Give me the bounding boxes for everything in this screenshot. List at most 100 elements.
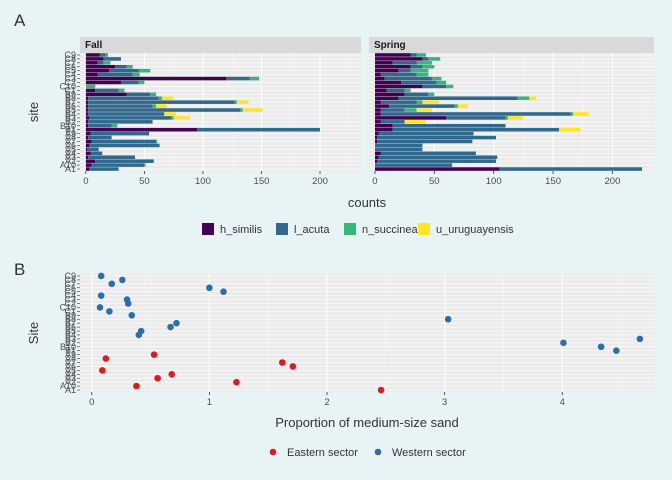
bar-spring-A10-h-similis — [374, 131, 379, 136]
bar-fall-B2-n-succinea — [111, 123, 118, 128]
facet-strip — [80, 37, 361, 53]
bar-spring-B8-n-succinea — [416, 100, 423, 104]
point-C6-western — [220, 288, 227, 296]
bar-spring-B4-h-similis — [374, 116, 447, 120]
bar-spring-C9-h-similis — [374, 57, 423, 61]
bar-spring-A8-h-similis — [374, 139, 378, 144]
point-B1-western — [613, 347, 620, 355]
bar-spring-B3-h-similis — [374, 120, 381, 124]
point-A6-eastern — [99, 367, 106, 374]
y-axis-title: site — [26, 102, 41, 122]
bar-fall-B10-n-succinea — [150, 92, 157, 97]
x-tick-label: 50 — [429, 176, 440, 187]
bar-fall-C3-l-acuta — [120, 80, 139, 85]
y-tick-label: B1 — [65, 125, 76, 135]
bar-fall-C7-n-succinea — [126, 64, 133, 69]
x-tick-label: 150 — [545, 176, 561, 187]
point-A3-eastern — [233, 378, 240, 386]
bar-spring-B10-h-similis — [374, 92, 405, 97]
bar-fall-B7-n-succinea — [152, 104, 157, 108]
bar-fall-C3-h-similis — [85, 80, 121, 85]
y-tick-label: A5 — [65, 144, 76, 154]
y-tick-label: B8 — [65, 93, 76, 103]
y-tick-label: C5 — [64, 66, 76, 76]
bar-fall-C9-l-acuta — [103, 57, 121, 61]
facet-strip — [369, 37, 654, 53]
y-tick-label: B4 — [65, 109, 76, 119]
bar-fall-A7-h-similis — [85, 143, 90, 148]
bar-fall-A4-l-acuta — [88, 155, 136, 160]
point-B3-western — [560, 339, 567, 347]
bar-spring-C3-n-succinea — [436, 80, 447, 85]
legend-swatch-n-succinea — [344, 223, 356, 235]
bar-spring-C2-n-succinea — [446, 84, 454, 89]
y-tick-label: C8 — [64, 54, 76, 64]
bar-spring-B4-l-acuta — [446, 116, 506, 120]
bar-spring-C4-l-acuta — [384, 76, 432, 81]
point-B9-western — [444, 315, 452, 323]
bar-fall-C3-n-succinea — [138, 80, 145, 85]
bar-fall-B4-h-similis — [85, 116, 90, 120]
y-tick-label: C9 — [64, 50, 76, 60]
x-tick-label: 2 — [324, 397, 329, 408]
y-tick-label: B10 — [60, 342, 76, 352]
y-tick-label: A8 — [65, 133, 76, 143]
bar-fall-A10-h-similis — [85, 131, 91, 136]
x-tick-label: 0 — [83, 176, 88, 187]
y-tick-label: B4 — [65, 330, 76, 340]
bar-spring-C8-l-acuta — [392, 61, 417, 65]
y-tick-label: A4 — [65, 148, 76, 158]
y-tick-label: B6 — [65, 322, 76, 332]
bar-spring-C9-n-succinea — [428, 57, 441, 61]
y-tick-label: B9 — [65, 89, 76, 99]
y-tick-label: C6 — [64, 283, 76, 293]
y-tick-label: B3 — [65, 113, 76, 123]
bar-spring-B9-u-uruguayensis — [529, 96, 537, 101]
x-tick-label: 0 — [89, 397, 94, 408]
bar-fall-C4-n-succinea — [249, 76, 260, 81]
bar-spring-A2-l-acuta — [374, 163, 453, 167]
y-tick-label: C2 — [64, 299, 76, 309]
bar-fall-B4-l-acuta — [89, 116, 172, 120]
y-tick-label: A2 — [65, 156, 76, 166]
bar-spring-B9-h-similis — [374, 96, 399, 101]
bar-spring-A6-l-acuta — [374, 147, 423, 152]
bar-fall-A1-h-similis — [85, 167, 90, 171]
legend-label: l_acuta — [294, 224, 330, 236]
point-A2-eastern — [133, 382, 140, 390]
y-tick-label: A4 — [65, 369, 76, 379]
facet-label: Spring — [374, 40, 406, 51]
bar-fall-B5-h-similis — [85, 112, 89, 116]
y-tick-label: C7 — [64, 279, 76, 289]
point-C10-western — [97, 272, 105, 280]
bar-fall-C5-n-succinea — [132, 72, 140, 77]
panel-background — [80, 274, 654, 392]
bar-fall-B4-n-succinea — [171, 116, 174, 120]
bar-fall-B1-l-acuta — [197, 127, 321, 132]
bar-spring-C5-l-acuta — [380, 72, 417, 77]
bar-fall-C6-l-acuta — [109, 68, 139, 73]
y-tick-label: C9 — [64, 271, 76, 281]
bar-spring-B7-l-acuta — [389, 104, 455, 108]
bar-fall-B9-n-succinea — [158, 96, 162, 101]
bar-fall-A5-l-acuta — [90, 151, 103, 156]
bar-fall-B2-l-acuta — [88, 123, 112, 128]
bar-fall-A8-l-acuta — [91, 139, 157, 144]
bar-fall-A7-l-acuta — [89, 143, 160, 148]
x-tick-label: 100 — [195, 176, 211, 187]
bar-fall-A8-h-similis — [85, 139, 92, 144]
point-B6-western — [137, 327, 145, 335]
bar-fall-C5-l-acuta — [97, 72, 133, 77]
bar-fall-A4-h-similis — [85, 155, 89, 160]
y-tick-label: C2 — [64, 78, 76, 88]
x-tick-label: 4 — [560, 397, 565, 408]
bar-fall-C6-h-similis — [85, 68, 110, 73]
bar-spring-B9-l-acuta — [398, 96, 518, 101]
bar-fall-C1-l-acuta — [95, 88, 119, 93]
point-C8-western — [108, 280, 116, 288]
y-tick-label: A7 — [65, 137, 76, 147]
y-tick-label: B9 — [65, 310, 76, 320]
bar-fall-B7-u-uruguayensis — [156, 104, 167, 108]
legend-swatch-u-uruguayensis — [418, 223, 430, 235]
